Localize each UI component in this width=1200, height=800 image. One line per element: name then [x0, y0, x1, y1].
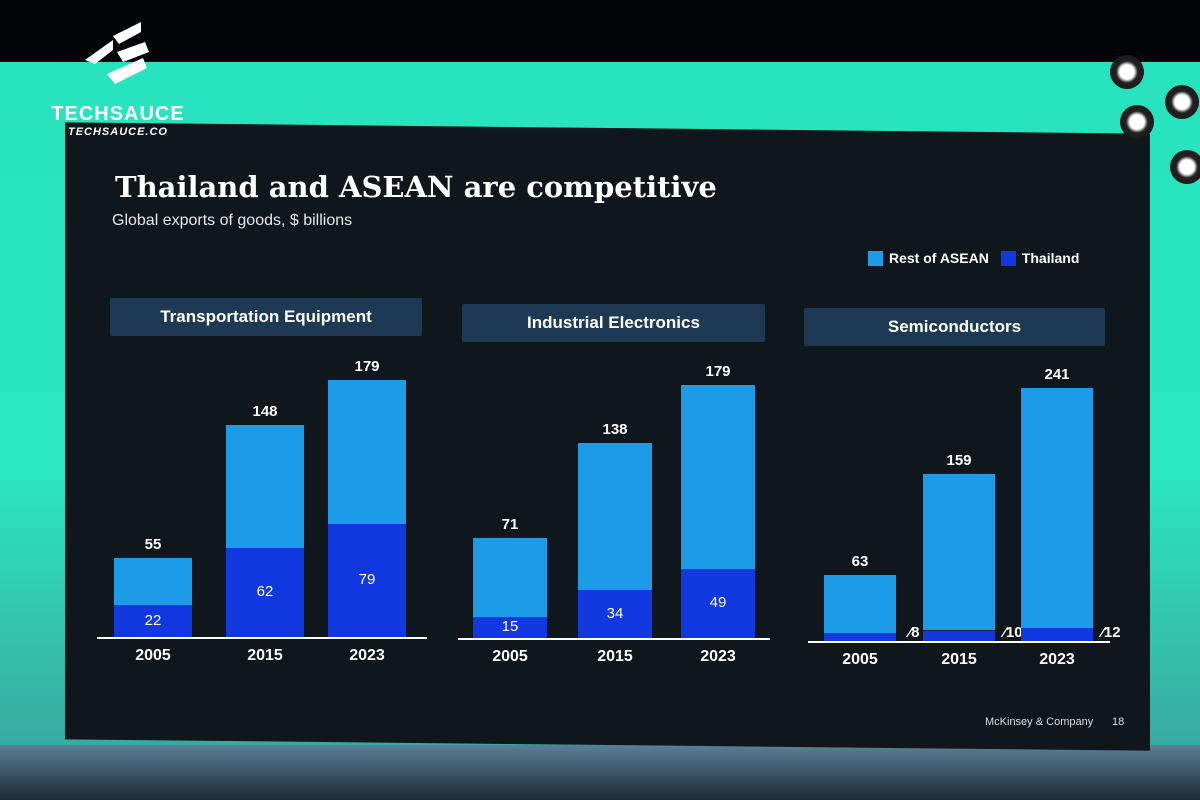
- techsauce-logo-icon: [85, 22, 149, 84]
- bar-thailand: [824, 632, 896, 641]
- legend-swatch-rest: [868, 250, 883, 266]
- thailand-value-label: 22: [144, 612, 162, 630]
- total-label: 241: [1044, 366, 1070, 383]
- bar-rest-of-asean: [114, 558, 192, 606]
- bar-rest-of-asean: [681, 385, 755, 569]
- thailand-value-label: 79: [358, 571, 376, 589]
- bar-rest-of-asean: [923, 474, 995, 631]
- category-label: 2015: [597, 648, 633, 665]
- total-label: 71: [501, 515, 519, 533]
- slide-subtitle: Global exports of goods, $ billions: [112, 212, 353, 229]
- watermark-name: TECHSAUCE: [51, 103, 185, 125]
- category-label: 2005: [492, 648, 528, 665]
- total-label: 63: [851, 552, 869, 570]
- thailand-value-label: 62: [256, 583, 274, 601]
- bar-thailand: [1021, 628, 1093, 641]
- thailand-value-label: 15: [501, 618, 519, 636]
- bar-rest-of-asean: [824, 574, 896, 633]
- total-label: 179: [354, 358, 380, 375]
- panel-title-transportation: Transportation Equipment: [110, 298, 422, 336]
- category-label: 2005: [135, 647, 171, 664]
- techsauce-watermark: TECHSAUCE TECHSAUCE.CO: [48, 22, 188, 138]
- thailand-value-label: ⁄12: [1101, 624, 1121, 641]
- slide-title: Thailand and ASEAN are competitive: [115, 170, 717, 204]
- bar-thailand: [328, 523, 406, 637]
- bar-thailand: [114, 605, 192, 637]
- total-label: 55: [144, 536, 162, 554]
- legend: Rest of ASEAN Thailand: [868, 250, 1079, 266]
- stage-floor: [0, 745, 1200, 800]
- thailand-value-label: ⁄10: [1003, 624, 1023, 641]
- bar-rest-of-asean: [328, 380, 406, 524]
- bar-thailand: [578, 589, 652, 638]
- stage-background-top: [0, 0, 1200, 66]
- category-label: 2015: [941, 651, 977, 668]
- thailand-value-label: 34: [606, 604, 624, 622]
- watermark-url: TECHSAUCE.CO: [67, 126, 168, 138]
- spotlight-icon: [1110, 55, 1144, 89]
- x-axis-line: [458, 638, 770, 640]
- panel-title-electronics: Industrial Electronics: [462, 304, 765, 342]
- stage-lights: [1070, 0, 1200, 200]
- thailand-value-label: 49: [709, 594, 727, 612]
- total-label: 159: [946, 452, 972, 470]
- bar-rest-of-asean: [473, 537, 547, 617]
- panel-title-semiconductors: Semiconductors: [804, 308, 1105, 346]
- bar-thailand: [681, 568, 755, 638]
- bar-rest-of-asean: [1021, 388, 1093, 629]
- legend-label-rest: Rest of ASEAN: [889, 250, 989, 266]
- total-label: 138: [602, 420, 628, 438]
- category-label: 2005: [842, 651, 878, 668]
- spotlight-icon: [1120, 105, 1154, 139]
- total-label: 179: [705, 363, 731, 380]
- bar-rest-of-asean: [578, 442, 652, 590]
- category-label: 2023: [700, 648, 736, 665]
- page-number: 18: [1112, 716, 1125, 728]
- category-label: 2023: [349, 647, 385, 664]
- x-axis-line: [97, 637, 427, 639]
- spotlight-icon: [1165, 85, 1199, 119]
- category-label: 2015: [247, 647, 283, 664]
- legend-label-thailand: Thailand: [1021, 250, 1080, 266]
- spotlight-icon: [1170, 150, 1200, 184]
- legend-swatch-thailand: [1000, 250, 1016, 266]
- bar-thailand: [923, 630, 995, 641]
- footer-source: McKinsey & Company: [985, 716, 1094, 728]
- bar-thailand: [226, 547, 304, 637]
- bar-thailand: [473, 616, 547, 638]
- x-axis-line: [808, 641, 1110, 643]
- category-label: 2023: [1039, 651, 1075, 668]
- thailand-value-label: ⁄8: [908, 624, 920, 641]
- total-label: 148: [252, 402, 278, 420]
- bar-rest-of-asean: [226, 424, 304, 548]
